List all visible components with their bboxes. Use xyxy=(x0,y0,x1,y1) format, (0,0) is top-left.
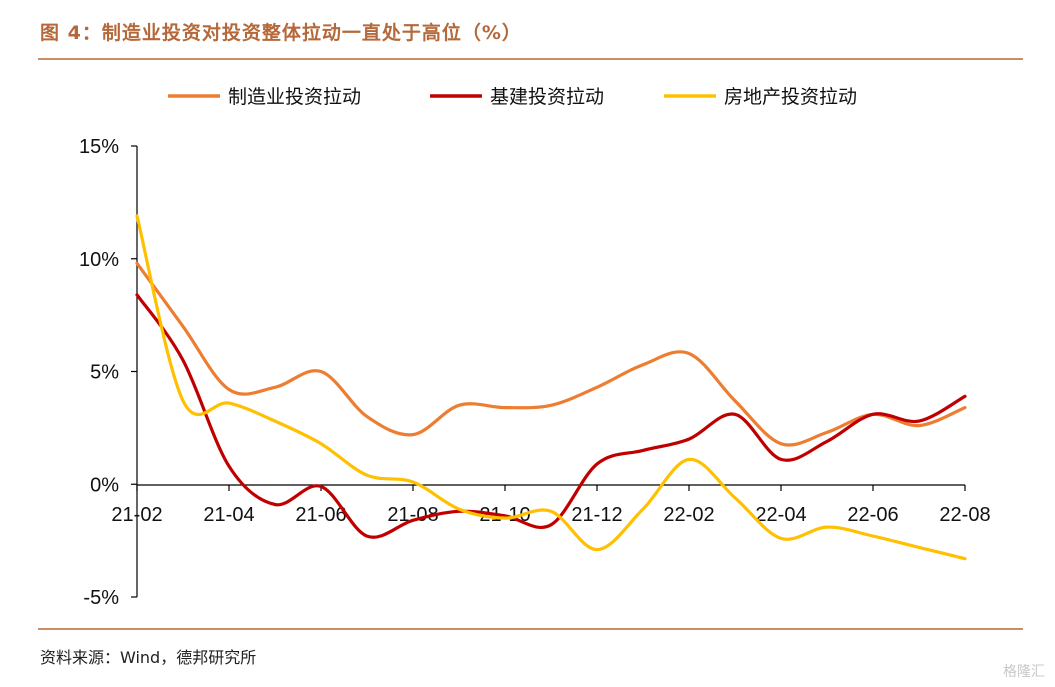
y-tick-label: 5% xyxy=(90,362,119,384)
x-tick-label: 21-12 xyxy=(571,504,622,526)
y-tick-label: 0% xyxy=(90,474,119,496)
legend-label: 房地产投资拉动 xyxy=(724,86,857,108)
x-tick-label: 21-08 xyxy=(387,504,438,526)
x-tick-label: 22-04 xyxy=(755,504,806,526)
y-tick-label: -5% xyxy=(83,587,119,609)
x-tick-label: 22-08 xyxy=(939,504,990,526)
legend-label: 制造业投资拉动 xyxy=(228,86,361,108)
x-tick-label: 22-02 xyxy=(663,504,714,526)
chart-series xyxy=(135,214,967,561)
title-divider xyxy=(38,58,1023,60)
y-tick-label: 10% xyxy=(79,249,119,271)
x-tick-label: 21-02 xyxy=(111,504,162,526)
x-tick-label: 21-04 xyxy=(203,504,254,526)
figure-title: 图 4：制造业投资对投资整体拉动一直处于高位（%） xyxy=(40,22,522,44)
series-line-2 xyxy=(135,293,967,539)
x-tick-label: 22-06 xyxy=(847,504,898,526)
y-tick-label: 15% xyxy=(79,136,119,158)
watermark: 格隆汇 xyxy=(1003,664,1045,680)
series-line-3 xyxy=(135,214,967,561)
legend-label: 基建投资拉动 xyxy=(490,86,604,108)
series-line-1 xyxy=(135,261,967,447)
legend: 制造业投资拉动 基建投资拉动 房地产投资拉动 xyxy=(168,86,857,108)
source-divider xyxy=(38,628,1023,630)
x-tick-label: 21-06 xyxy=(295,504,346,526)
source-note: 资料来源：Wind，德邦研究所 xyxy=(40,648,257,667)
chart-axes: 15%10%5%0%-5%21-02 21-04 21-06 21-08 21-10 21… xyxy=(79,136,991,609)
